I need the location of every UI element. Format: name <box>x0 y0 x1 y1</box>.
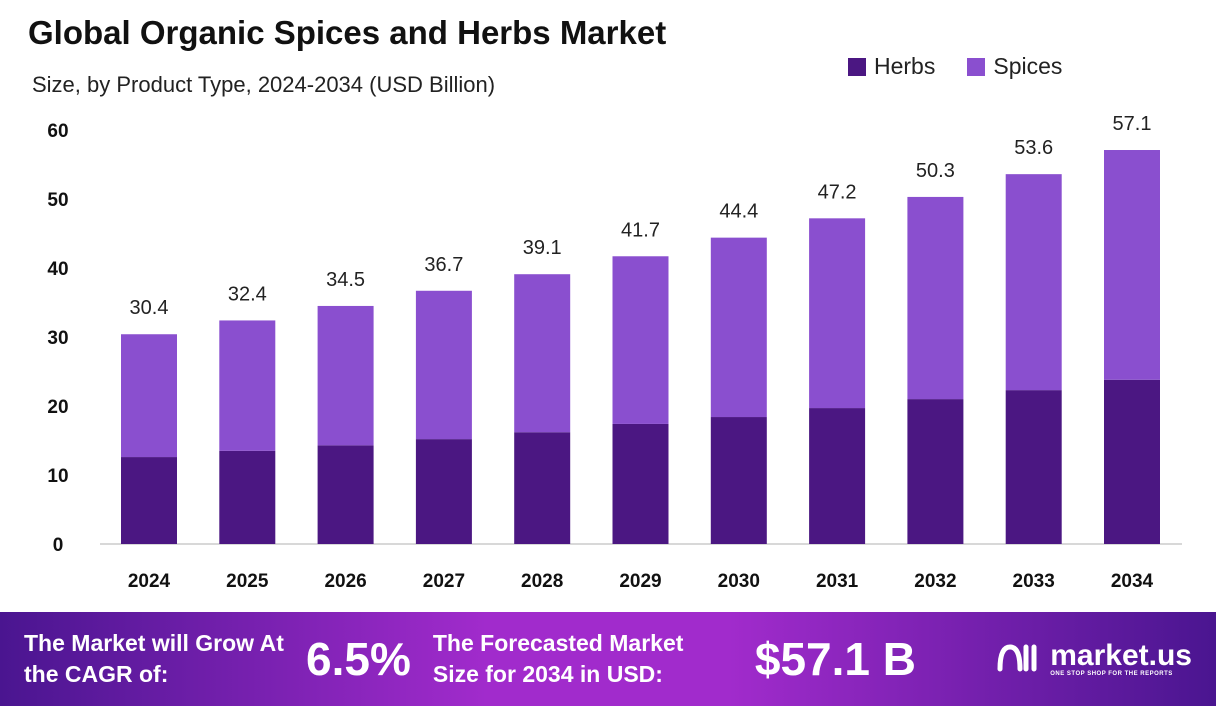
cagr-value: 6.5% <box>306 633 411 685</box>
bar-spices-2024 <box>121 334 177 458</box>
y-tick-label: 0 <box>53 535 64 556</box>
x-tick-label-2025: 2025 <box>226 571 269 592</box>
total-label-2029: 41.7 <box>621 219 660 241</box>
x-tick-label-2034: 2034 <box>1111 571 1154 592</box>
bar-chart: 010203040506030.4202432.4202534.5202636.… <box>47 113 1182 592</box>
brand-logo: market.us ONE STOP SHOP FOR THE REPORTS <box>996 639 1192 679</box>
bar-spices-2027 <box>415 290 472 440</box>
chart-subtitle: Size, by Product Type, 2024-2034 (USD Bi… <box>32 72 496 97</box>
bar-spices-2029 <box>612 256 669 424</box>
total-label-2028: 39.1 <box>523 237 562 259</box>
bar-spices-2034 <box>1104 150 1160 380</box>
legend-item-spices: Spices <box>967 53 1062 80</box>
total-label-2030: 44.4 <box>719 201 758 223</box>
y-tick-label: 20 <box>47 397 68 418</box>
chart-title: Global Organic Spices and Herbs Market <box>28 14 667 51</box>
bar-spices-2028 <box>514 274 571 433</box>
bar-spices-2033 <box>1005 174 1062 391</box>
total-label-2027: 36.7 <box>424 254 463 276</box>
legend-swatch-herbs <box>848 57 866 76</box>
x-tick-label-2031: 2031 <box>816 571 859 592</box>
x-tick-label-2026: 2026 <box>324 571 366 592</box>
forecast-value: $57.1 B <box>754 633 916 685</box>
bar-herbs-2025 <box>219 450 276 544</box>
bar-herbs-2031 <box>809 408 866 544</box>
bar-herbs-2030 <box>710 417 767 544</box>
brand-tagline: ONE STOP SHOP FOR THE REPORTS <box>1050 671 1173 677</box>
market-us-logo-icon <box>997 644 1037 672</box>
x-tick-label-2029: 2029 <box>619 571 661 592</box>
legend: Herbs Spices <box>848 53 1062 80</box>
legend-swatch-spices <box>967 57 986 76</box>
total-label-2034: 57.1 <box>1113 113 1152 135</box>
x-tick-label-2028: 2028 <box>521 571 563 592</box>
legend-label-herbs: Herbs <box>874 53 936 79</box>
footer-banner: The Market will Grow At the CAGR of: 6.5… <box>0 612 1216 706</box>
bar-herbs-2034 <box>1104 379 1160 544</box>
total-label-2031: 47.2 <box>818 181 857 203</box>
total-label-2033: 53.6 <box>1014 137 1053 159</box>
bar-spices-2031 <box>809 218 866 409</box>
x-tick-label-2027: 2027 <box>423 571 465 592</box>
x-tick-label-2024: 2024 <box>128 571 171 592</box>
brand-name: market.us <box>1050 639 1192 672</box>
legend-item-herbs: Herbs <box>848 53 935 80</box>
x-tick-label-2030: 2030 <box>718 571 760 592</box>
cagr-label: The Market will Grow At the CAGR of: <box>24 630 284 687</box>
y-tick-label: 10 <box>47 466 68 487</box>
bar-herbs-2032 <box>907 399 964 544</box>
bar-herbs-2024 <box>121 457 177 544</box>
total-label-2032: 50.3 <box>916 160 955 182</box>
total-label-2024: 30.4 <box>130 297 169 319</box>
bar-spices-2030 <box>710 237 767 418</box>
y-tick-label: 40 <box>47 259 68 280</box>
bar-herbs-2027 <box>415 439 472 544</box>
x-tick-label-2032: 2032 <box>914 571 956 592</box>
bar-herbs-2033 <box>1005 390 1062 544</box>
bar-spices-2026 <box>317 305 374 446</box>
x-tick-label-2033: 2033 <box>1013 571 1055 592</box>
y-tick-label: 60 <box>47 121 68 142</box>
total-label-2025: 32.4 <box>228 283 267 305</box>
bar-spices-2025 <box>219 320 276 451</box>
bar-herbs-2026 <box>317 445 374 544</box>
total-label-2026: 34.5 <box>326 269 365 291</box>
bar-spices-2032 <box>907 196 964 400</box>
legend-label-spices: Spices <box>993 53 1063 79</box>
bar-herbs-2029 <box>612 423 669 544</box>
forecast-label: The Forecasted Market Size for 2034 in U… <box>432 630 684 687</box>
y-tick-label: 50 <box>47 190 68 211</box>
bar-herbs-2028 <box>514 432 571 544</box>
y-tick-label: 30 <box>47 328 68 349</box>
